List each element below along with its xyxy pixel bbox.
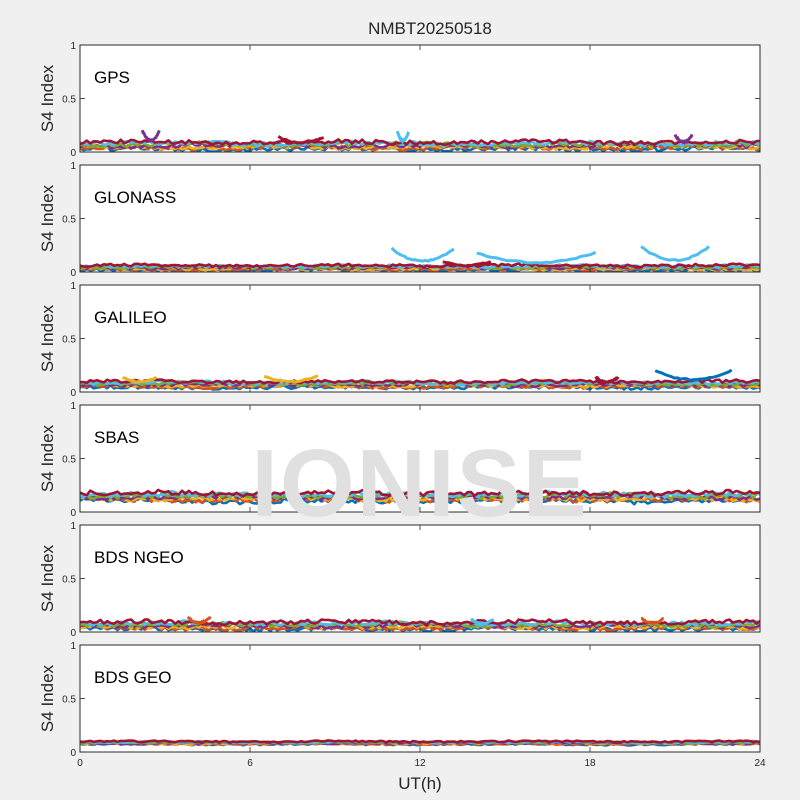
- panel-label: GLONASS: [94, 188, 176, 207]
- y-axis-label: S4 Index: [38, 64, 57, 132]
- panel-sbas: 0 0.5 1 S4 Index SBAS: [38, 401, 761, 519]
- series-line-7: [80, 262, 760, 269]
- arc-trace-2: [263, 374, 319, 384]
- x-tick-label: 24: [754, 758, 766, 769]
- traces: [80, 739, 760, 747]
- panel-glonass: 0 0.5 1 S4 Index GLONASS: [38, 161, 761, 279]
- series-line-7: [80, 739, 760, 744]
- arc-trace-1: [140, 129, 161, 143]
- y-tick-label: 0.5: [62, 695, 76, 706]
- panel-label: SBAS: [94, 428, 139, 447]
- y-axis-label: S4 Index: [38, 184, 57, 252]
- series-line-7: [80, 488, 760, 498]
- series-line-7: [80, 378, 760, 385]
- y-tick-label: 1: [70, 521, 76, 532]
- arc-trace-1: [390, 246, 455, 263]
- x-tick-label: 18: [584, 758, 596, 769]
- y-tick-label: 0: [70, 508, 76, 519]
- y-tick-label: 0.5: [62, 575, 76, 586]
- arc-trace-2: [476, 250, 597, 265]
- arc-trace-2: [470, 617, 495, 626]
- plot-area: [79, 44, 761, 153]
- y-tick-label: 0.5: [62, 215, 76, 226]
- arc-trace-3: [594, 375, 620, 384]
- panel-gps: 0 0.5 1 S4 Index GPS: [38, 41, 761, 159]
- y-tick-label: 1: [70, 641, 76, 652]
- y-axis-label: S4 Index: [38, 664, 57, 732]
- arc-trace-4: [654, 368, 733, 382]
- y-tick-label: 0: [70, 148, 76, 159]
- arc-trace-3: [640, 245, 711, 263]
- y-tick-label: 1: [70, 161, 76, 172]
- plot-area: [79, 524, 761, 633]
- arc-trace-4: [673, 133, 694, 145]
- x-tick-label: 12: [414, 758, 426, 769]
- plot-area: [79, 284, 761, 393]
- arc-trace-3: [395, 130, 411, 145]
- arc-trace-4: [442, 260, 492, 268]
- y-tick-label: 0.5: [62, 335, 76, 346]
- panel-galileo: 0 0.5 1 S4 Index GALILEO: [38, 281, 761, 399]
- panel-bds-geo: 0 0.5 1 S4 Index BDS GEO: [38, 641, 761, 759]
- y-axis-label: S4 Index: [38, 424, 57, 492]
- y-tick-label: 0: [70, 388, 76, 399]
- x-tick-label: 6: [247, 758, 253, 769]
- panel-label: GPS: [94, 68, 130, 87]
- panel-label: GALILEO: [94, 308, 167, 327]
- y-tick-label: 0.5: [62, 455, 76, 466]
- y-axis-label: S4 Index: [38, 544, 57, 612]
- panel-label: BDS GEO: [94, 668, 171, 687]
- plot-area: [79, 644, 761, 753]
- y-tick-label: 0: [70, 628, 76, 639]
- y-tick-label: 0: [70, 268, 76, 279]
- chart-title: NMBT20250518: [368, 19, 492, 38]
- series-line-7: [80, 138, 760, 147]
- x-tick-label: 0: [77, 758, 83, 769]
- panel-label: BDS NGEO: [94, 548, 184, 567]
- y-tick-label: 1: [70, 401, 76, 412]
- x-axis: 0 6 12 18 24: [77, 758, 766, 769]
- y-tick-label: 0: [70, 748, 76, 759]
- panel-bds-ngeo: 0 0.5 1 S4 Index BDS NGEO: [38, 521, 761, 639]
- arc-trace-3: [640, 616, 664, 626]
- plot-area: [79, 164, 761, 273]
- x-axis-label: UT(h): [398, 774, 441, 793]
- arc-trace-2: [277, 135, 325, 145]
- watermark: IONISE: [251, 430, 588, 537]
- arc-trace-1: [186, 615, 212, 625]
- traces: [80, 488, 760, 506]
- y-tick-label: 1: [70, 281, 76, 292]
- y-axis-label: S4 Index: [38, 304, 57, 372]
- panels: 0 0.5 1 S4 Index GPS 0 0.5 1 S4 Index GLONASS 0 0.5…: [38, 41, 761, 759]
- y-tick-label: 1: [70, 41, 76, 52]
- y-tick-label: 0.5: [62, 95, 76, 106]
- arc-trace-1: [122, 375, 158, 384]
